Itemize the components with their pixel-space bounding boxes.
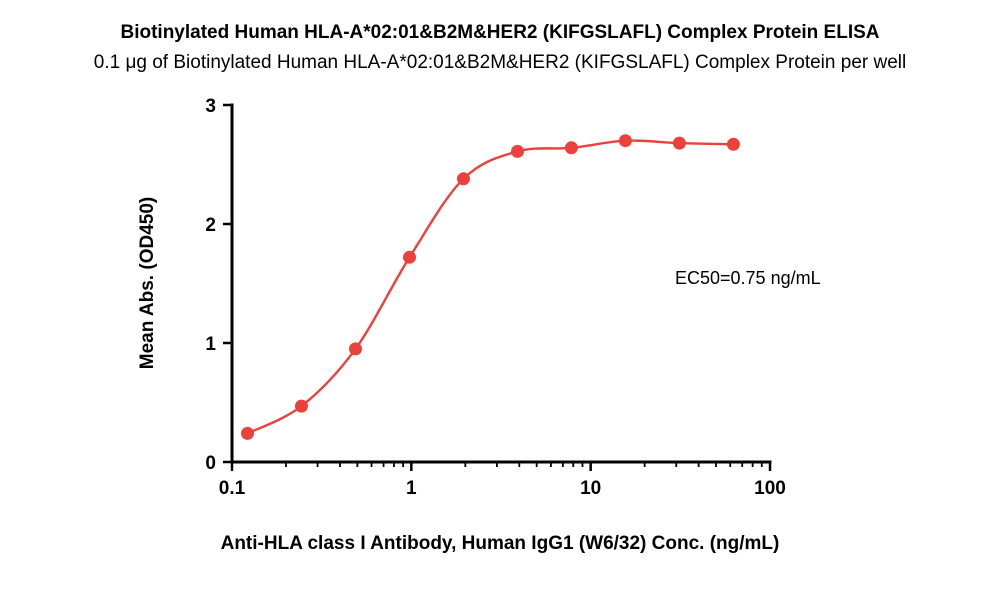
- data-point: [457, 172, 470, 186]
- y-ticks: 0 1 2 3: [205, 96, 232, 474]
- x-axis-label: Anti-HLA class I Antibody, Human IgG1 (W…: [220, 533, 780, 554]
- data-point: [564, 141, 578, 155]
- x-tick-label: 100: [754, 478, 786, 499]
- x-tick-label: 10: [580, 478, 601, 499]
- y-tick-label: 3: [205, 96, 216, 117]
- data-point: [618, 134, 632, 148]
- ec50-annotation: EC50=0.75 ng/mL: [675, 268, 821, 288]
- data-point: [295, 399, 308, 413]
- y-axis-label: Mean Abs. (OD450): [137, 196, 158, 370]
- chart-title: Biotinylated Human HLA-A*02:01&B2M&HER2 …: [120, 22, 880, 43]
- axes: [230, 103, 772, 464]
- y-tick-label: 2: [205, 215, 216, 236]
- x-tick-label: 0.1: [219, 478, 246, 499]
- data-point: [241, 426, 254, 440]
- data-series: [241, 134, 740, 440]
- data-point: [726, 137, 740, 151]
- x-major-ticks: 0.1 1 10 100: [219, 462, 786, 499]
- x-minor-ticks: [285, 462, 763, 467]
- x-tick-label: 1: [406, 478, 417, 499]
- data-point: [672, 136, 686, 150]
- data-point: [349, 342, 362, 356]
- data-point: [511, 144, 524, 158]
- chart-subtitle: 0.1 μg of Biotinylated Human HLA-A*02:01…: [93, 52, 907, 73]
- y-tick-label: 0: [205, 453, 216, 474]
- data-point: [403, 250, 416, 264]
- y-tick-label: 1: [205, 334, 216, 355]
- fit-curve: [246, 139, 734, 435]
